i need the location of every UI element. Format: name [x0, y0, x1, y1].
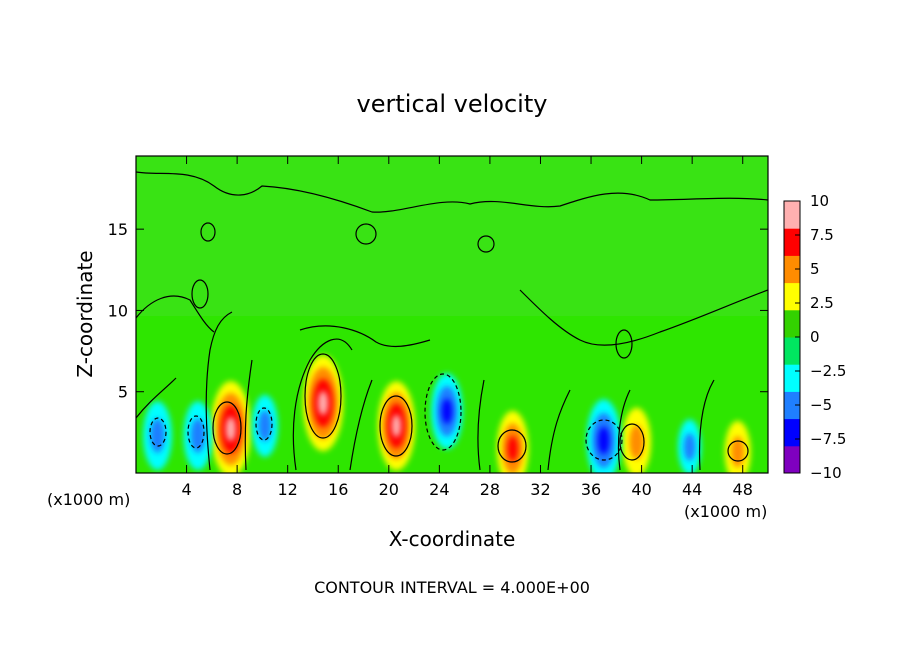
velocity-cell: [622, 407, 651, 473]
x-tick-label: 16: [328, 480, 348, 499]
velocity-cell-level: [258, 410, 272, 442]
y-axis: 5 10 15: [108, 220, 768, 402]
colorbar-swatch: [784, 391, 800, 420]
velocity-cell-level: [507, 436, 518, 462]
velocity-cell-level: [597, 426, 610, 455]
velocity-cell: [724, 420, 751, 473]
x-tick-label: 28: [480, 480, 500, 499]
x-axis-label: X-coordinate: [389, 527, 516, 551]
colorbar-label: −10: [810, 464, 842, 482]
y-tick-label: 5: [118, 383, 128, 402]
x-tick-label: 40: [631, 480, 651, 499]
colorbar-label: 5: [810, 260, 820, 278]
colorbar-swatch: [784, 282, 800, 311]
colorbar-label: 2.5: [810, 294, 834, 312]
colorbar-swatch: [784, 201, 800, 229]
colorbar-swatch: [784, 445, 800, 474]
colorbar-label: −5: [810, 396, 832, 414]
plot-frame: [135, 155, 769, 474]
velocity-cell-level: [318, 391, 329, 416]
chart-title: vertical velocity: [357, 90, 548, 118]
y-axis-label: Z-coordinate: [73, 250, 97, 377]
x-axis: 4 8 12 16 20 24 28 32 36 40 44 48: [181, 156, 753, 499]
colorbar-swatch: [784, 309, 800, 338]
colorbar-swatch: [784, 255, 800, 284]
x-tick-label: 4: [181, 480, 191, 499]
colorbar-swatch: [784, 337, 800, 365]
x-unit-right: (x1000 m): [684, 502, 767, 521]
x-tick-label: 20: [379, 480, 399, 499]
colorbar: 10 7.5 5 2.5 0 −2.5 −5 −7.5 −10: [783, 192, 846, 482]
colorbar-label: 10: [810, 192, 829, 210]
velocity-cell: [586, 399, 621, 473]
velocity-cell: [377, 381, 415, 471]
velocity-cell: [431, 373, 463, 450]
x-unit-left: (x1000 m): [47, 490, 130, 509]
velocity-cell: [210, 381, 251, 473]
velocity-cell: [303, 355, 344, 452]
velocity-cell-level: [190, 418, 206, 453]
velocity-cell-level: [225, 417, 236, 442]
velocity-cell: [251, 394, 278, 457]
colorbar-label: −2.5: [810, 362, 846, 380]
velocity-cell-level: [683, 433, 696, 461]
colorbar-label: 7.5: [810, 226, 834, 244]
velocity-cell: [496, 410, 529, 473]
contour-lines: [136, 171, 768, 471]
velocity-cell-level: [629, 424, 644, 460]
colorbar-swatch: [784, 228, 800, 256]
x-tick-label: 36: [581, 480, 601, 499]
y-tick-label: 15: [108, 220, 128, 239]
velocity-cell: [678, 419, 702, 473]
velocity-cell-level: [441, 398, 453, 424]
velocity-cell-level: [731, 436, 745, 468]
velocity-cell-level: [150, 418, 165, 453]
x-tick-label: 12: [278, 480, 298, 499]
upper-field: [136, 156, 768, 316]
x-tick-label: 44: [682, 480, 702, 499]
colorbar-swatch: [784, 364, 800, 392]
velocity-cell-level: [391, 414, 402, 438]
x-tick-label: 8: [232, 480, 242, 499]
velocity-cells: [143, 355, 751, 473]
colorbar-label: 0: [810, 328, 820, 346]
velocity-cell: [183, 401, 213, 471]
contour-interval-note: CONTOUR INTERVAL = 4.000E+00: [314, 578, 590, 597]
velocity-cell: [143, 401, 172, 471]
x-tick-label: 24: [429, 480, 449, 499]
colorbar-label: −7.5: [810, 430, 846, 448]
x-tick-label: 32: [530, 480, 550, 499]
x-tick-label: 48: [733, 480, 753, 499]
colorbar-swatch: [784, 418, 800, 447]
y-tick-label: 10: [108, 301, 128, 320]
